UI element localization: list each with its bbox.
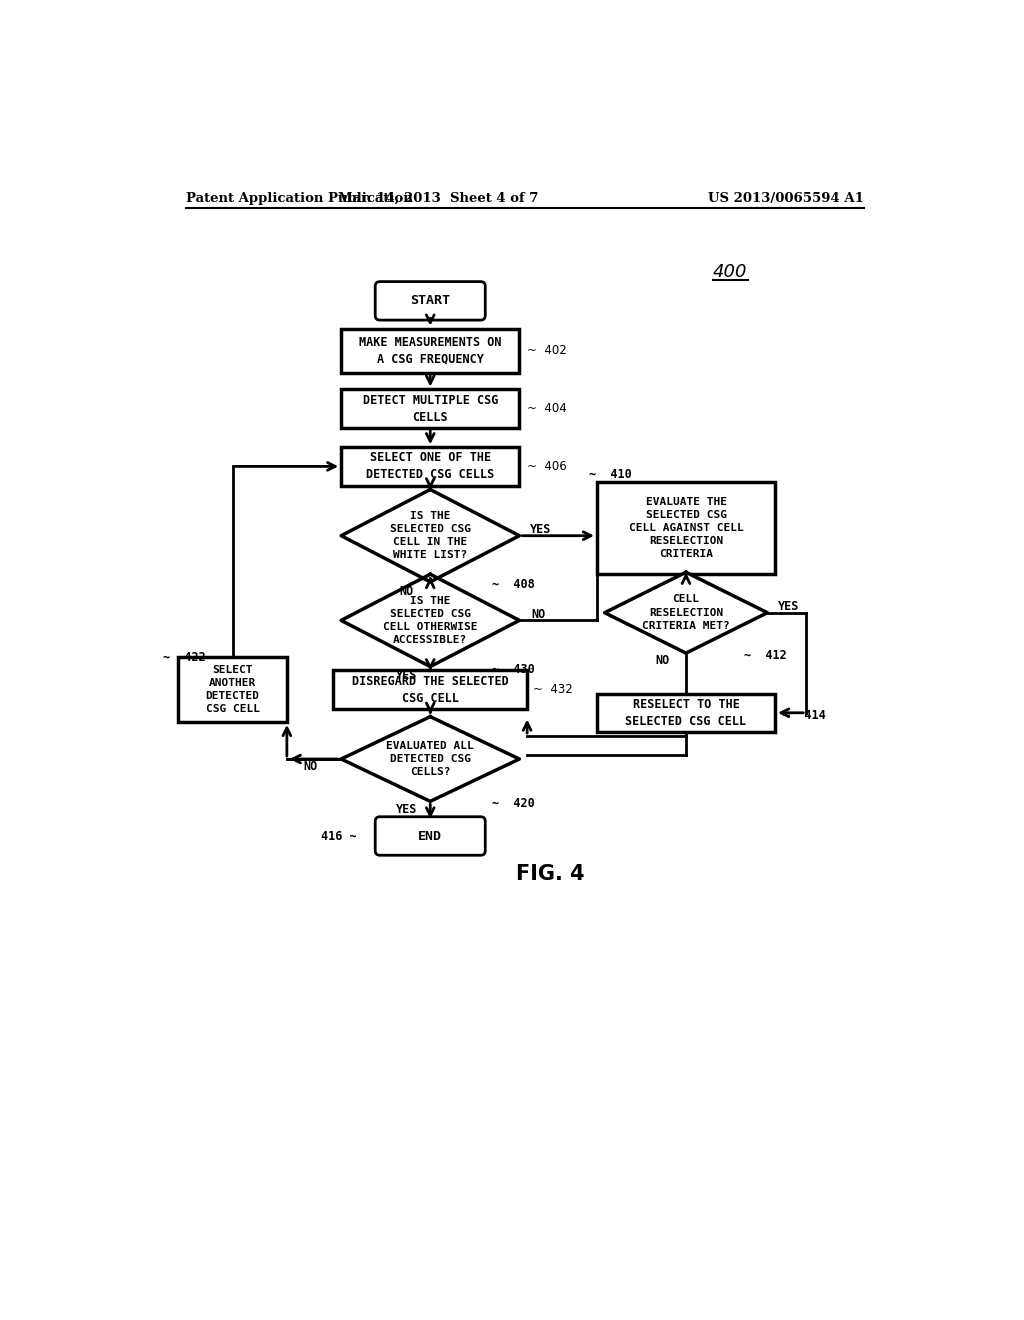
Text: ~  422: ~ 422: [163, 651, 206, 664]
Bar: [334, 671, 527, 709]
Bar: [178, 657, 287, 722]
Text: IS THE
SELECTED CSG
CELL OTHERWISE
ACCESSIBLE?: IS THE SELECTED CSG CELL OTHERWISE ACCES…: [383, 595, 477, 645]
Text: 416 ~: 416 ~: [321, 829, 356, 842]
Text: START: START: [411, 294, 451, 308]
Bar: [597, 482, 775, 574]
Text: DISREGARD THE SELECTED
CSG CELL: DISREGARD THE SELECTED CSG CELL: [352, 675, 509, 705]
Text: END: END: [418, 829, 442, 842]
Bar: [341, 329, 519, 374]
Bar: [341, 389, 519, 428]
Text: CELL
RESELECTION
CRITERIA MET?: CELL RESELECTION CRITERIA MET?: [642, 594, 730, 631]
Bar: [341, 447, 519, 486]
Text: YES: YES: [529, 523, 551, 536]
Text: NO: NO: [531, 607, 545, 620]
Text: YES: YES: [396, 669, 418, 682]
Text: YES: YES: [777, 601, 799, 612]
Text: EVALUATE THE
SELECTED CSG
CELL AGAINST CELL
RESELECTION
CRITERIA: EVALUATE THE SELECTED CSG CELL AGAINST C…: [629, 496, 743, 560]
Text: NO: NO: [655, 653, 670, 667]
Text: IS THE
SELECTED CSG
CELL IN THE
WHITE LIST?: IS THE SELECTED CSG CELL IN THE WHITE LI…: [390, 511, 471, 561]
Text: Patent Application Publication: Patent Application Publication: [186, 191, 413, 205]
Text: SELECT
ANOTHER
DETECTED
CSG CELL: SELECT ANOTHER DETECTED CSG CELL: [206, 665, 260, 714]
Text: ~  402: ~ 402: [527, 345, 567, 358]
Polygon shape: [341, 574, 519, 667]
Polygon shape: [341, 490, 519, 582]
Text: ~  406: ~ 406: [527, 459, 567, 473]
Text: RESELECT TO THE
SELECTED CSG CELL: RESELECT TO THE SELECTED CSG CELL: [626, 698, 746, 727]
Text: ~  432: ~ 432: [534, 684, 573, 696]
Text: DETECT MULTIPLE CSG
CELLS: DETECT MULTIPLE CSG CELLS: [362, 393, 498, 424]
FancyBboxPatch shape: [375, 817, 485, 855]
FancyBboxPatch shape: [375, 281, 485, 321]
Text: ~  414: ~ 414: [783, 709, 825, 722]
Text: ~  404: ~ 404: [527, 403, 567, 416]
Text: ~  430: ~ 430: [493, 663, 535, 676]
Text: Mar. 14, 2013  Sheet 4 of 7: Mar. 14, 2013 Sheet 4 of 7: [338, 191, 539, 205]
Text: ~  420: ~ 420: [493, 797, 535, 810]
Text: FIG. 4: FIG. 4: [515, 865, 584, 884]
Text: US 2013/0065594 A1: US 2013/0065594 A1: [709, 191, 864, 205]
Text: ~  408: ~ 408: [493, 578, 535, 591]
Polygon shape: [604, 573, 767, 653]
Text: NO: NO: [400, 585, 414, 598]
Text: ~  410: ~ 410: [589, 467, 632, 480]
Text: SELECT ONE OF THE
DETECTED CSG CELLS: SELECT ONE OF THE DETECTED CSG CELLS: [367, 451, 495, 482]
Text: EVALUATED ALL
DETECTED CSG
CELLS?: EVALUATED ALL DETECTED CSG CELLS?: [386, 741, 474, 777]
Text: MAKE MEASUREMENTS ON
A CSG FREQUENCY: MAKE MEASUREMENTS ON A CSG FREQUENCY: [359, 335, 502, 366]
Text: NO: NO: [304, 760, 317, 774]
Text: ~  412: ~ 412: [744, 649, 786, 663]
Text: 400: 400: [713, 264, 748, 281]
Text: YES: YES: [396, 803, 418, 816]
Polygon shape: [341, 717, 519, 801]
Bar: [597, 693, 775, 733]
